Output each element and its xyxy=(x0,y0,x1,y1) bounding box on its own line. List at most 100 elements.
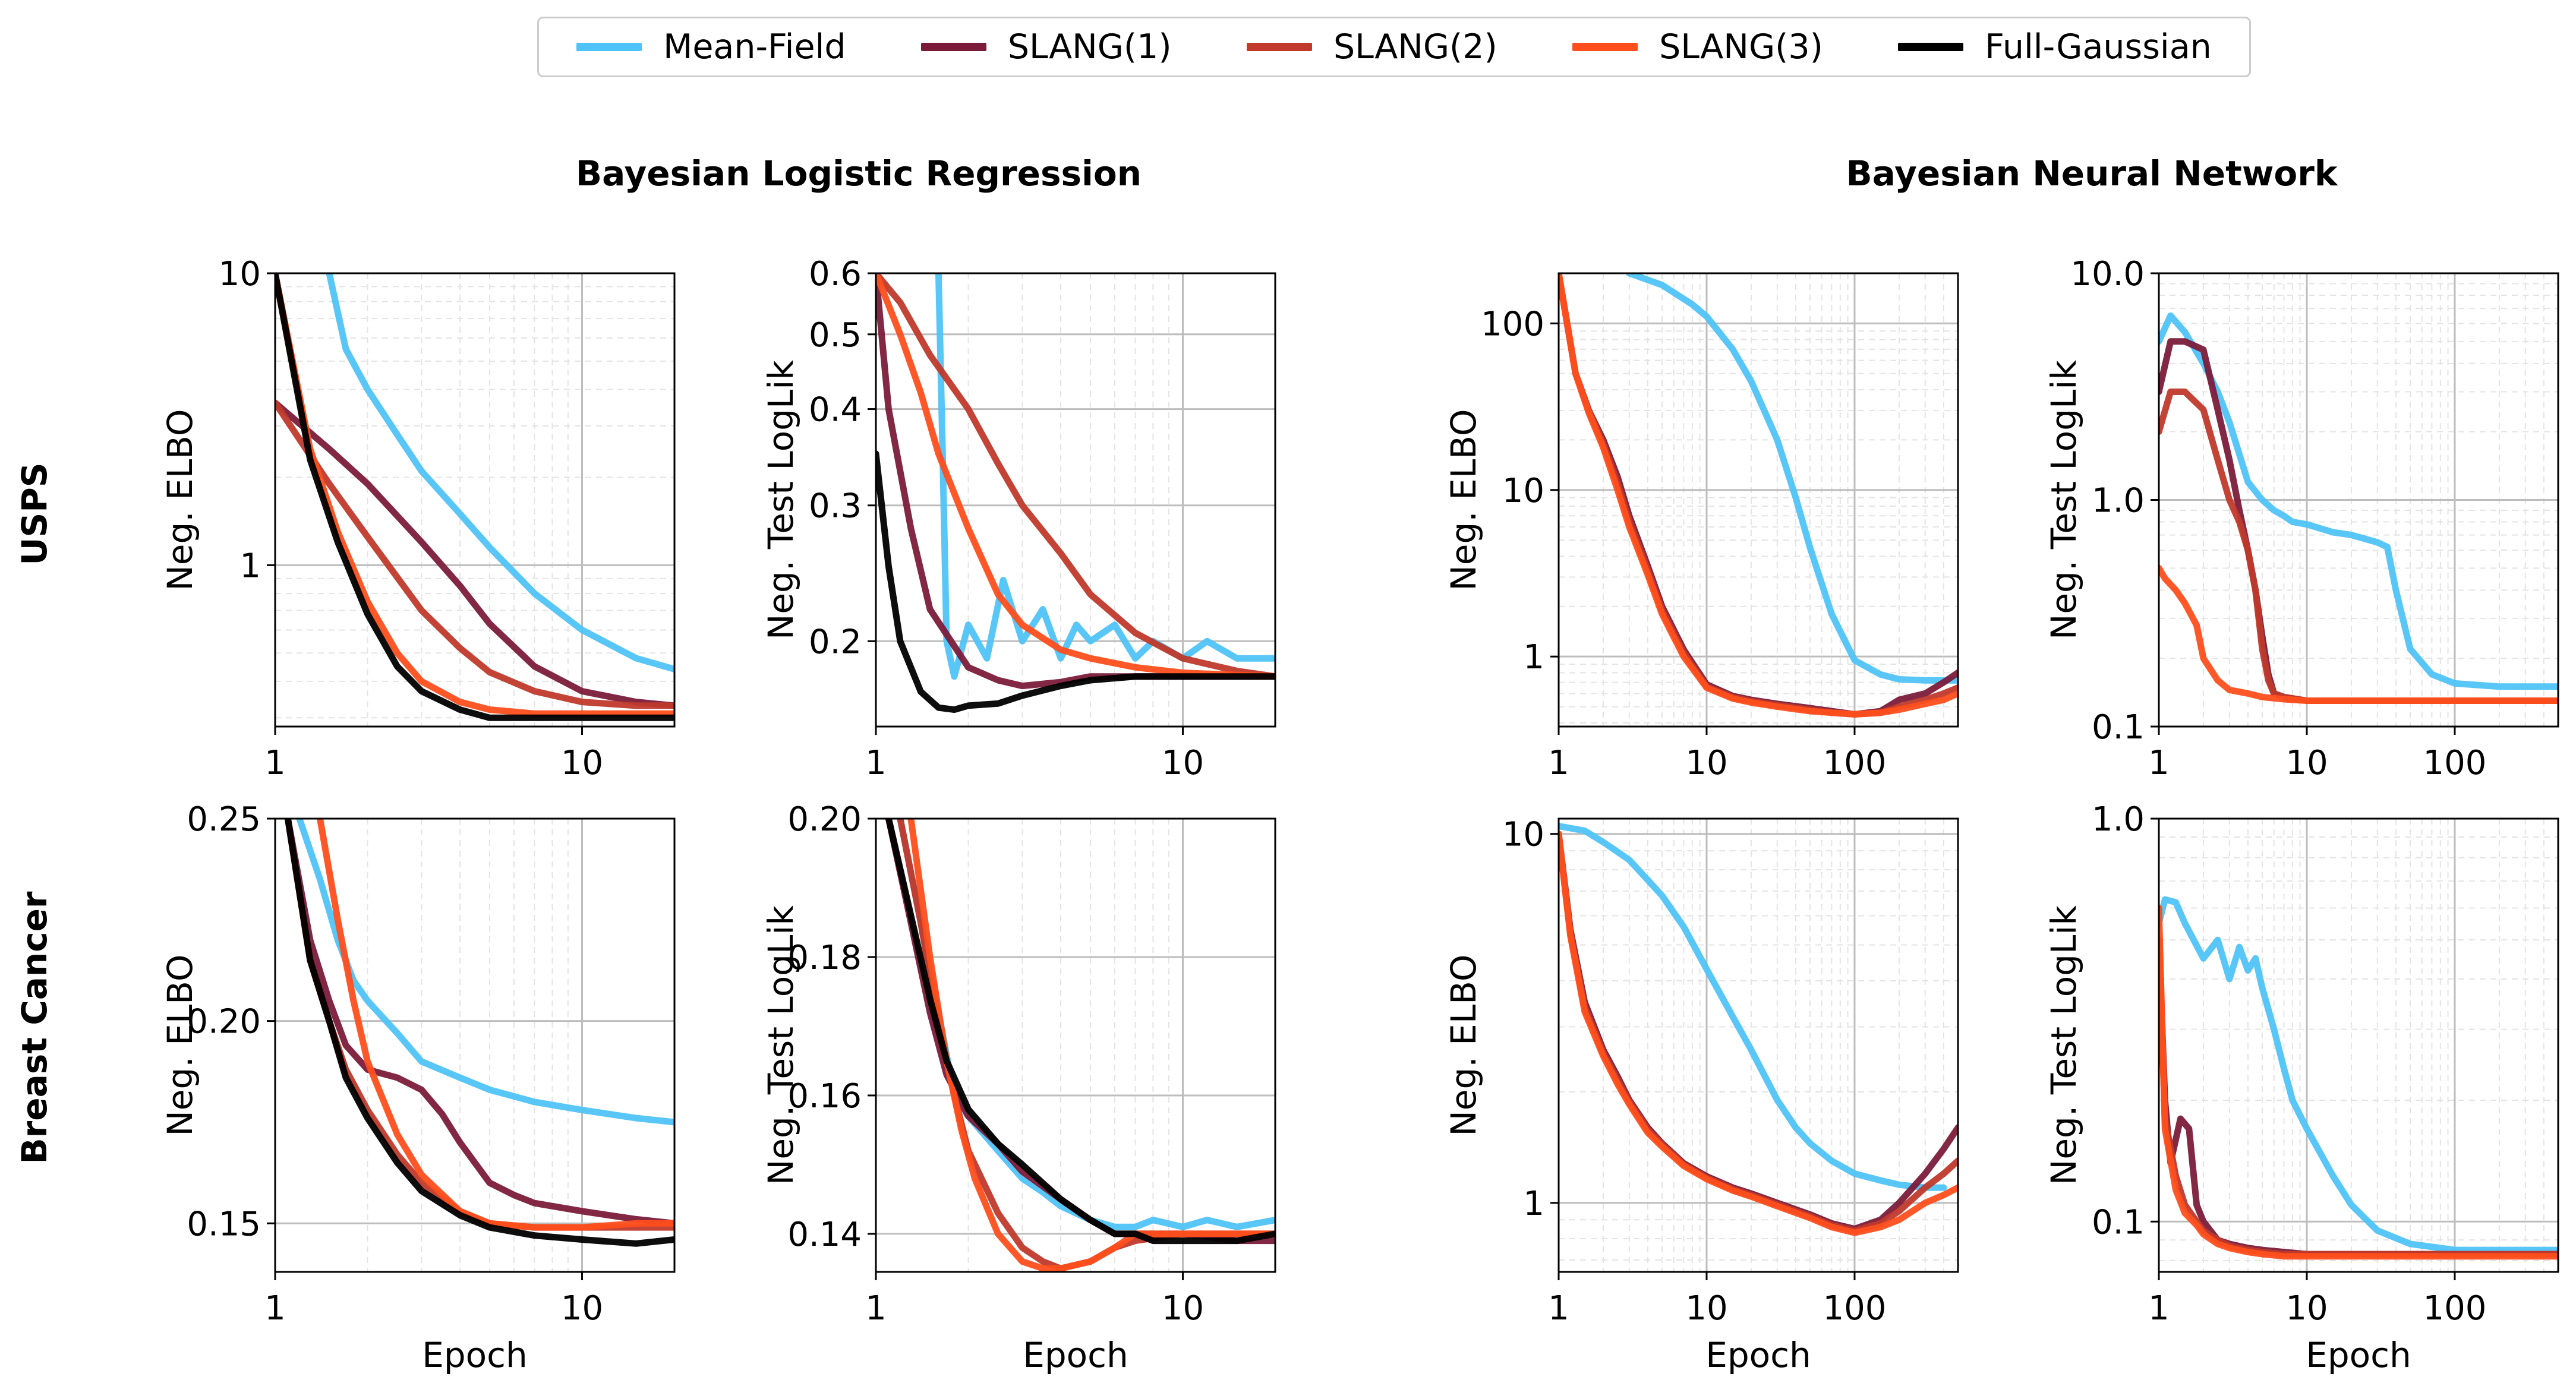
x-tick-label: 1 xyxy=(865,1289,887,1328)
y-tick-label: 0.1 xyxy=(2092,708,2145,747)
y-tick-label: 10.0 xyxy=(2070,255,2145,293)
x-tick-label: 100 xyxy=(1823,1289,1887,1328)
y-tick-label: 0.20 xyxy=(787,800,862,839)
y-tick-label: 0.20 xyxy=(187,1003,261,1041)
chart-panel-3: 1 10 100 1 10 100 Neg. ELBO xyxy=(1443,272,1959,782)
y-tick-label: 10 xyxy=(1502,816,1544,854)
series-line-slang-2 xyxy=(275,399,674,709)
plot-frame xyxy=(274,817,676,1273)
y-tick-label: 0.18 xyxy=(787,939,862,977)
chart-panel-6: 1 10 0.14 0.16 0.18 0.20 Epoch Neg. Test LogLik xyxy=(761,800,1276,1375)
legend-item-slang1: SLANG(1) xyxy=(920,27,1172,67)
y-axis-label: Neg. Test LogLik xyxy=(761,905,801,1185)
legend-item-full-gaussian: Full-Gaussian xyxy=(1898,27,2212,67)
x-tick-label: 1 xyxy=(1548,744,1569,782)
series-group xyxy=(284,819,674,1247)
chart-panel-8: 1 10 100 0.1 1.0 Epoch Neg. Test LogLik xyxy=(2044,800,2559,1375)
x-tick-label: 10 xyxy=(1162,1289,1204,1328)
x-tick-label: 10 xyxy=(561,744,603,782)
y-tick-label: 0.6 xyxy=(809,255,862,293)
x-tick-label: 10 xyxy=(2285,1289,2328,1328)
legend-label: SLANG(3) xyxy=(1659,27,1823,67)
series-group xyxy=(275,273,674,721)
x-tick-label: 10 xyxy=(2285,744,2328,782)
series-line-full-gaussian xyxy=(885,819,1275,1245)
series-line-slang-3 xyxy=(2159,564,2558,704)
x-axis-label: Epoch xyxy=(422,1335,528,1375)
series-line-mean-field xyxy=(897,819,1275,1230)
x-tick-label: 1 xyxy=(264,744,286,782)
x-axis-label: Epoch xyxy=(2306,1335,2411,1375)
plot-frame xyxy=(875,817,1276,1273)
y-tick-label: 1 xyxy=(239,547,261,585)
y-tick-label: 1.0 xyxy=(2092,482,2145,520)
x-tick-label: 1 xyxy=(865,744,887,782)
series-line-mean-field xyxy=(1626,273,1958,684)
series-group xyxy=(876,273,1275,713)
y-tick-label: 1 xyxy=(1523,638,1544,677)
legend: Mean-Field SLANG(1) SLANG(2) SLANG(3) Fu… xyxy=(537,17,2251,77)
series-line-slang-2 xyxy=(897,819,1275,1272)
plot-frame xyxy=(274,272,676,728)
y-axis-label: Neg. Test LogLik xyxy=(761,360,801,640)
series-group xyxy=(885,819,1275,1272)
y-tick-label: 0.16 xyxy=(787,1077,862,1116)
plot-frame xyxy=(1557,272,1959,728)
series-line-slang-1 xyxy=(885,819,1275,1245)
series-line-slang-2 xyxy=(2159,936,2558,1258)
x-tick-label: 100 xyxy=(1823,744,1887,782)
y-tick-label: 0.4 xyxy=(809,391,862,430)
x-axis-label: Epoch xyxy=(1023,1335,1128,1375)
series-line-mean-field xyxy=(2159,896,2558,1253)
x-tick-label: 100 xyxy=(2423,744,2487,782)
y-tick-label: 0.15 xyxy=(187,1205,261,1243)
series-line-mean-field xyxy=(1559,823,1947,1191)
y-tick-label: 0.1 xyxy=(2092,1203,2145,1242)
chart-panel-7: 1 10 100 1 10 Epoch Neg. ELBO xyxy=(1443,816,1959,1375)
plot-frame xyxy=(875,272,1276,728)
y-tick-label: 10 xyxy=(219,255,261,293)
series-group xyxy=(2159,896,2558,1260)
series-line-slang-3 xyxy=(1559,831,1958,1236)
y-axis-label: Neg. ELBO xyxy=(160,409,200,591)
x-tick-label: 1 xyxy=(264,1289,286,1328)
y-tick-label: 100 xyxy=(1481,305,1544,343)
x-tick-label: 1 xyxy=(1548,1289,1569,1328)
series-group xyxy=(1559,273,1958,718)
legend-label: Mean-Field xyxy=(663,27,846,67)
y-tick-label: 1 xyxy=(1523,1185,1544,1223)
y-tick-label: 1.0 xyxy=(2092,800,2145,839)
series-line-full-gaussian xyxy=(275,273,674,721)
x-tick-label: 1 xyxy=(2148,744,2170,782)
x-tick-label: 10 xyxy=(1685,1289,1727,1328)
plot-frame xyxy=(2158,817,2559,1273)
series-line-slang-3 xyxy=(876,273,1275,680)
series-line-mean-field xyxy=(2159,312,2558,690)
y-axis-label: Neg. Test LogLik xyxy=(2044,360,2084,640)
y-tick-label: 10 xyxy=(1502,472,1544,510)
chart-panel-1: 1 10 1 10 Neg. ELBO xyxy=(160,255,676,782)
x-tick-label: 10 xyxy=(1162,744,1204,782)
x-tick-label: 100 xyxy=(2423,1289,2487,1328)
series-line-slang-3 xyxy=(317,819,674,1231)
legend-swatch xyxy=(1246,43,1312,51)
chart-panel-4: 1 10 100 0.1 1.0 10.0 Neg. Test LogLik xyxy=(2044,255,2559,782)
series-line-full-gaussian xyxy=(284,819,674,1247)
series-line-slang-3 xyxy=(2159,905,2558,1260)
chart-panel-5: 1 10 0.15 0.20 0.25 Epoch Neg. ELBO xyxy=(160,800,676,1375)
legend-item-slang3: SLANG(3) xyxy=(1572,27,1823,67)
series-line-mean-field xyxy=(326,273,674,672)
legend-label: SLANG(2) xyxy=(1333,27,1497,67)
legend-swatch xyxy=(1572,43,1638,51)
legend-swatch xyxy=(576,43,642,51)
y-tick-label: 0.25 xyxy=(187,800,261,839)
series-line-slang-2 xyxy=(876,273,1275,680)
series-line-mean-field xyxy=(296,819,674,1126)
y-tick-label: 0.5 xyxy=(809,316,862,355)
legend-swatch xyxy=(920,43,986,51)
series-line-slang-1 xyxy=(275,399,674,709)
series-line-slang-1 xyxy=(2159,936,2558,1258)
y-tick-label: 0.2 xyxy=(809,623,862,661)
series-line-slang-3 xyxy=(907,819,1275,1272)
